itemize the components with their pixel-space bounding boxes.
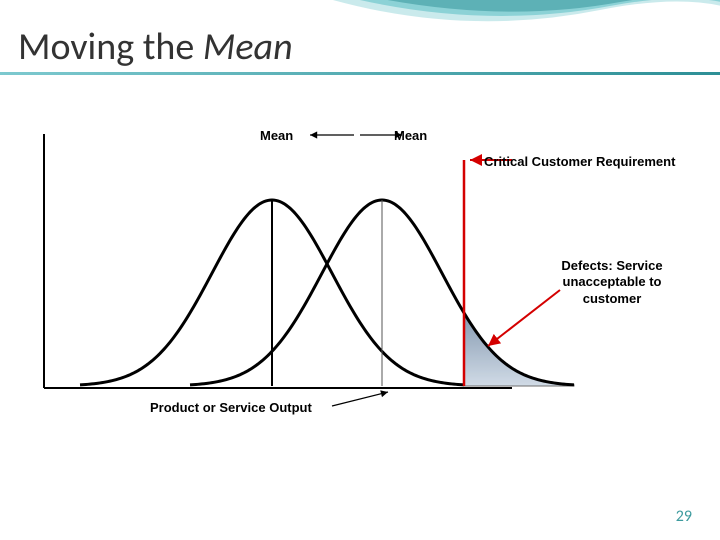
wave-path-3 <box>340 0 720 12</box>
title-emph: Mean <box>203 24 293 70</box>
slide-title: Moving the Mean <box>18 24 293 70</box>
label-mean-right: Mean <box>394 128 427 143</box>
defect-region <box>464 313 574 386</box>
wave-path-2 <box>320 0 720 16</box>
label-ccr: Critical Customer Requirement <box>484 154 675 169</box>
title-underline <box>0 72 720 75</box>
defects-line3: customer <box>583 291 642 306</box>
defects-line1: Defects: Service <box>561 258 662 273</box>
chart-area: Mean Mean Critical Customer Requirement … <box>32 128 692 418</box>
defects-line2: unacceptable to <box>563 274 662 289</box>
label-mean-left: Mean <box>260 128 293 143</box>
slide-number: 29 <box>676 507 692 526</box>
label-xaxis: Product or Service Output <box>150 400 312 415</box>
xaxis-arrow <box>332 392 388 406</box>
label-defects: Defects: Service unacceptable to custome… <box>532 258 692 307</box>
wave-path-1 <box>300 0 720 21</box>
title-prefix: Moving the <box>18 24 203 70</box>
